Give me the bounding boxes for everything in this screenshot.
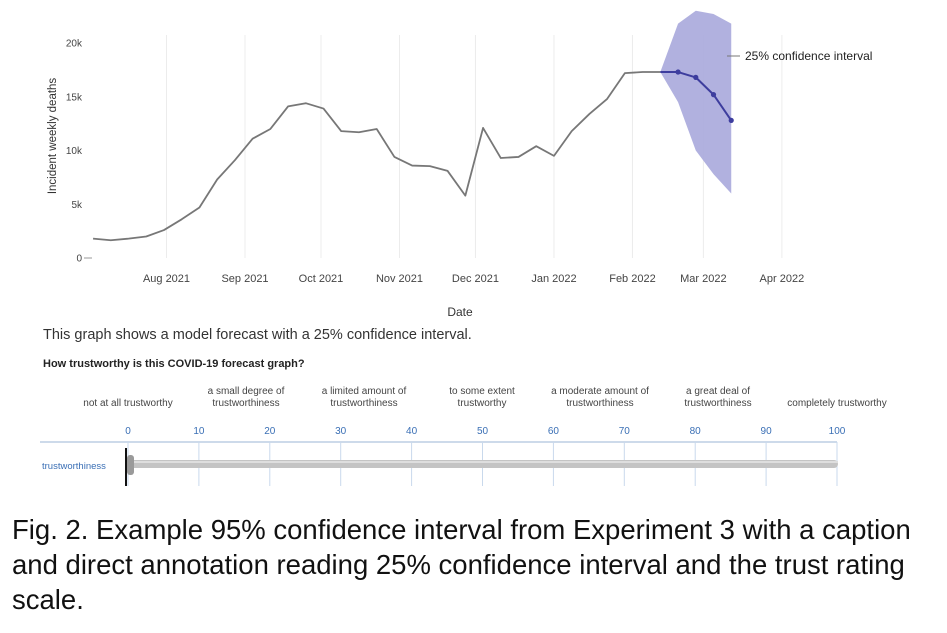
scale-anchor-label: completely trustworthy <box>787 398 886 410</box>
forecast-point <box>693 74 699 80</box>
y-tick-label: 0 <box>76 254 82 265</box>
trust-rating-scale[interactable]: 0 10 20 30 40 50 60 70 80 90 100 trustworthiness <box>0 418 947 493</box>
x-axis-ticks: Aug 2021 Sep 2021 Oct 2021 Nov 2021 Dec 2021… <box>143 273 804 285</box>
band-annotation: 25% confidence interval <box>727 49 872 63</box>
anchor-line: trustworthiness <box>684 398 752 409</box>
anchor-line: completely trustworthy <box>787 398 887 409</box>
x-tick-label: Sep 2021 <box>221 273 268 285</box>
anchor-line: a limited amount of <box>321 386 407 397</box>
scale-tick-label: 10 <box>193 426 205 437</box>
slider-track-highlight <box>128 461 838 463</box>
scale-tick-label: 50 <box>477 426 489 437</box>
anchor-line: a great deal of <box>686 386 750 397</box>
y-tick-label: 5k <box>71 200 83 211</box>
confidence-band <box>660 10 732 194</box>
scale-tick-label: 60 <box>548 426 560 437</box>
slider-thumb[interactable] <box>125 448 134 486</box>
observed-line <box>92 71 661 242</box>
anchor-line: trustworthiness <box>212 398 280 409</box>
scale-anchor-label: a great deal of trustworthiness <box>684 386 751 410</box>
anchor-line: trustworthy <box>457 398 507 409</box>
confidence-band-group <box>660 10 732 194</box>
scale-tick-label: 20 <box>264 426 276 437</box>
scale-anchor-label: a small degree of trustworthiness <box>208 386 285 410</box>
y-axis-label: Incident weekly deaths <box>47 78 59 195</box>
scale-tick-label: 70 <box>619 426 631 437</box>
anchor-line: not at all trustworthy <box>83 398 173 409</box>
y-tick-label: 15k <box>66 92 83 103</box>
forecast-points <box>675 69 734 123</box>
scale-tick-label: 90 <box>761 426 773 437</box>
scale-anchor-label: not at all trustworthy <box>83 398 172 410</box>
forecast-chart: 0 5k 10k 15k 20k Aug 2021 Sep 2021 Oct 2021 Nov… <box>47 10 872 319</box>
x-axis-label: Date <box>447 305 473 319</box>
y-axis-ticks: 0 5k 10k 15k 20k <box>66 39 92 265</box>
slider-knob[interactable] <box>127 455 134 475</box>
forecast-point <box>728 117 734 123</box>
graph-caption: This graph shows a model forecast with a… <box>43 327 472 343</box>
x-tick-label: Apr 2022 <box>760 273 805 285</box>
forecast-point <box>710 92 717 98</box>
scale-tick-label: 30 <box>335 426 347 437</box>
anchor-line: trustworthiness <box>566 398 634 409</box>
x-tick-label: Feb 2022 <box>609 273 655 285</box>
annotation-label: 25% confidence interval <box>745 49 872 63</box>
anchor-line: a small degree of <box>207 386 285 397</box>
scale-ticks: 0 10 20 30 40 50 60 70 80 90 100 <box>125 426 846 486</box>
scale-anchor-label: a limited amount of trustworthiness <box>322 386 407 410</box>
scale-anchor-label: a moderate amount of trustworthiness <box>551 386 649 410</box>
slider-label: trustworthiness <box>42 461 106 472</box>
anchor-line: trustworthiness <box>330 398 398 409</box>
scale-tick-label: 40 <box>406 426 418 437</box>
x-tick-label: Aug 2021 <box>143 273 190 285</box>
x-tick-label: Dec 2021 <box>452 273 499 285</box>
y-tick-label: 20k <box>66 39 83 50</box>
figure-caption: Fig. 2. Example 95% confidence interval … <box>12 514 911 615</box>
x-tick-label: Oct 2021 <box>299 273 344 285</box>
y-tick-label: 10k <box>66 146 83 157</box>
forecast-point <box>675 69 681 75</box>
series-lines <box>92 71 733 242</box>
x-tick-label: Nov 2021 <box>376 273 423 285</box>
x-tick-label: Jan 2022 <box>531 273 576 285</box>
scale-tick-label: 100 <box>829 426 846 437</box>
scale-tick-label: 0 <box>125 426 131 437</box>
x-tick-label: Mar 2022 <box>680 273 726 285</box>
rating-question: How trustworthy is this COVID-19 forecas… <box>43 358 305 370</box>
anchor-line: to some extent <box>449 386 515 397</box>
scale-anchor-label: to some extent trustworthy <box>449 386 515 410</box>
anchor-line: a moderate amount of <box>551 386 649 397</box>
scale-tick-label: 80 <box>690 426 702 437</box>
